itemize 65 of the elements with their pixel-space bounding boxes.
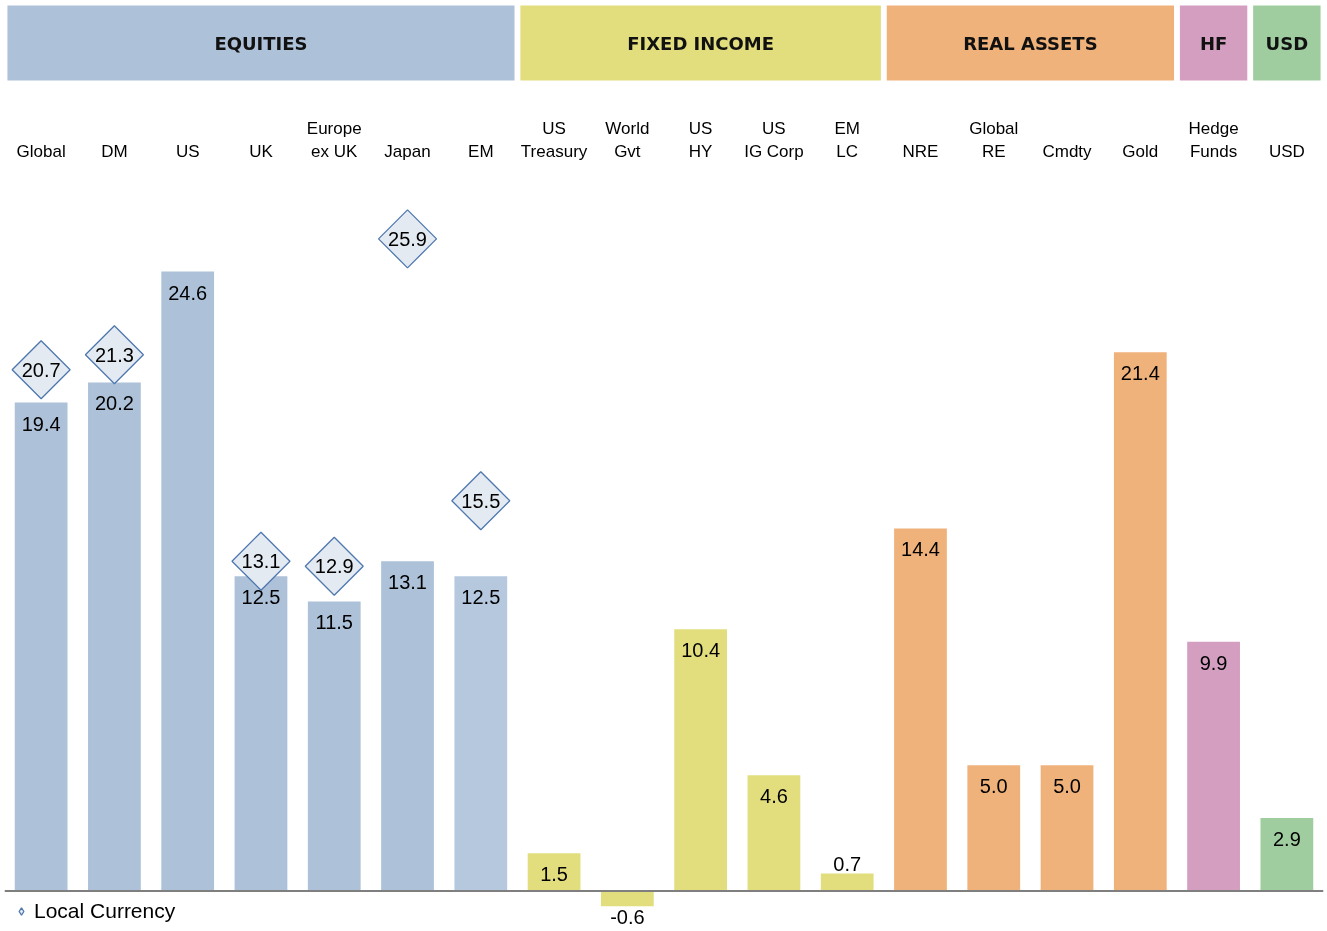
- bar: [747, 775, 801, 892]
- text: HF: [1199, 32, 1228, 54]
- data-label: 13.1: [241, 550, 281, 573]
- data-label: 2.9: [1272, 828, 1301, 851]
- data-label: 11.5: [315, 611, 353, 634]
- x-tick-label: US HY: [688, 118, 713, 161]
- x-tick-label: Japan: [384, 141, 431, 161]
- data-label: 12.5: [241, 586, 281, 609]
- text: REAL ASSETS: [963, 32, 1098, 54]
- data-label: -0.6: [610, 906, 645, 929]
- data-label: 25.9: [388, 227, 427, 250]
- x-tick-label: Global: [16, 141, 66, 161]
- bar: [161, 271, 215, 892]
- bar: [454, 576, 508, 892]
- x-tick-label: NRE: [902, 141, 939, 161]
- bar: [88, 382, 141, 892]
- bar: [1260, 818, 1314, 892]
- data-label: 12.9: [314, 555, 354, 578]
- bar: [381, 561, 434, 892]
- data-label: 15.5: [461, 489, 501, 512]
- x-tick-label: Gold: [1122, 141, 1159, 161]
- bar: [600, 891, 654, 907]
- bar: [307, 601, 361, 892]
- text: USD: [1265, 32, 1309, 54]
- data-label: 19.4: [21, 412, 61, 435]
- x-tick-label: UK: [249, 141, 274, 161]
- data-label: 21.3: [94, 343, 134, 366]
- x-tick-label: DM: [101, 141, 128, 161]
- bar: [1187, 641, 1240, 892]
- data-label: 9.9: [1199, 651, 1228, 674]
- x-tick-label: US IG Corp: [744, 118, 804, 161]
- data-label: 14.4: [901, 538, 940, 561]
- x-tick-label: EM LC: [834, 118, 860, 161]
- x-tick-label: US: [175, 141, 200, 161]
- text: FIXED INCOME: [627, 32, 775, 54]
- data-label: 0.7: [833, 853, 862, 876]
- x-tick-label: US Treasury: [520, 118, 588, 161]
- data-label: 20.2: [94, 392, 134, 415]
- x-tick-label: Global RE: [969, 118, 1019, 161]
- bar: [967, 765, 1021, 892]
- bar: [820, 873, 874, 892]
- data-label: 21.4: [1120, 362, 1160, 385]
- data-label: 1.5: [540, 863, 568, 886]
- bar: [234, 576, 288, 892]
- legend-label: Local Currency: [34, 899, 176, 923]
- bar: [674, 629, 728, 892]
- data-label: 10.4: [681, 639, 721, 662]
- x-tick-label: Cmdty: [1042, 141, 1093, 161]
- x-tick-label: Hedge Funds: [1188, 118, 1239, 161]
- data-label: 5.0: [979, 775, 1008, 798]
- bar: [14, 402, 68, 892]
- data-label: 5.0: [1053, 775, 1081, 798]
- data-label: 12.5: [461, 586, 501, 609]
- bar: [1113, 352, 1167, 892]
- bar: [1040, 765, 1094, 892]
- text: EQUITIES: [214, 32, 308, 54]
- data-label: 13.1: [388, 571, 427, 594]
- data-label: 24.6: [168, 281, 208, 304]
- x-tick-label: USD: [1268, 141, 1305, 161]
- x-tick-label: EM: [468, 141, 494, 161]
- x-tick-label: Europe ex UK: [306, 118, 362, 161]
- data-label: 20.7: [21, 358, 61, 381]
- x-tick-label: World Gvt: [605, 118, 650, 161]
- data-label: 4.6: [760, 785, 788, 808]
- bar: [894, 528, 947, 892]
